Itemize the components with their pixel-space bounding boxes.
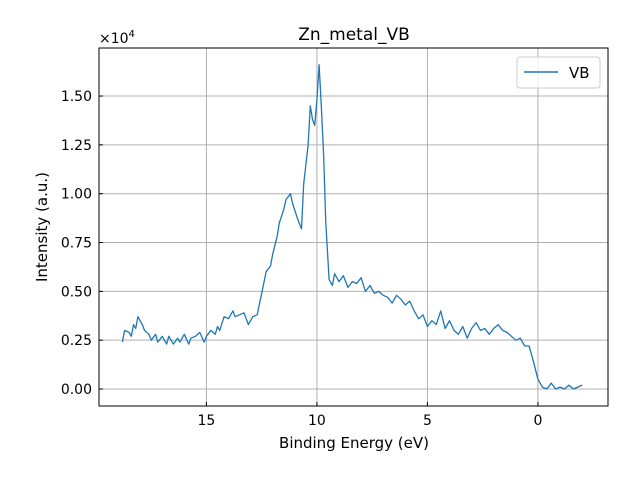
- y-scale-offset: ×104: [99, 29, 135, 47]
- legend-box: [516, 56, 601, 89]
- y-tick-label: 0.50: [61, 284, 92, 300]
- chart-title: Zn_metal_VB: [298, 25, 410, 45]
- y-tick-label: 1.00: [61, 187, 92, 203]
- y-tick-label: 0.00: [61, 382, 92, 398]
- y-axis-label: Intensity (a.u.): [33, 172, 51, 282]
- grid: [99, 48, 608, 406]
- axes-frame: [98, 47, 609, 407]
- x-tick-label: 0: [533, 413, 542, 429]
- y-scale-base: ×10: [99, 31, 129, 47]
- y-scale-exponent: 4: [129, 29, 135, 40]
- x-tick-label: 10: [308, 413, 326, 429]
- x-tick-label: 5: [423, 413, 432, 429]
- series-line-VB: [121, 64, 583, 390]
- y-tick-label: 1.25: [61, 138, 92, 154]
- legend-label: VB: [569, 64, 590, 82]
- ticks: 15 10 5 0 0.00 0.25 0.50 0.75 1.00 1.25 1.50: [61, 89, 543, 429]
- x-axis-label: Binding Energy (eV): [279, 434, 429, 452]
- legend: VB: [516, 56, 601, 89]
- series-group: [121, 64, 583, 390]
- y-tick-label: 1.50: [61, 89, 92, 105]
- y-tick-label: 0.25: [61, 333, 92, 349]
- y-tick-label: 0.75: [61, 236, 92, 252]
- x-tick-label: 15: [197, 413, 215, 429]
